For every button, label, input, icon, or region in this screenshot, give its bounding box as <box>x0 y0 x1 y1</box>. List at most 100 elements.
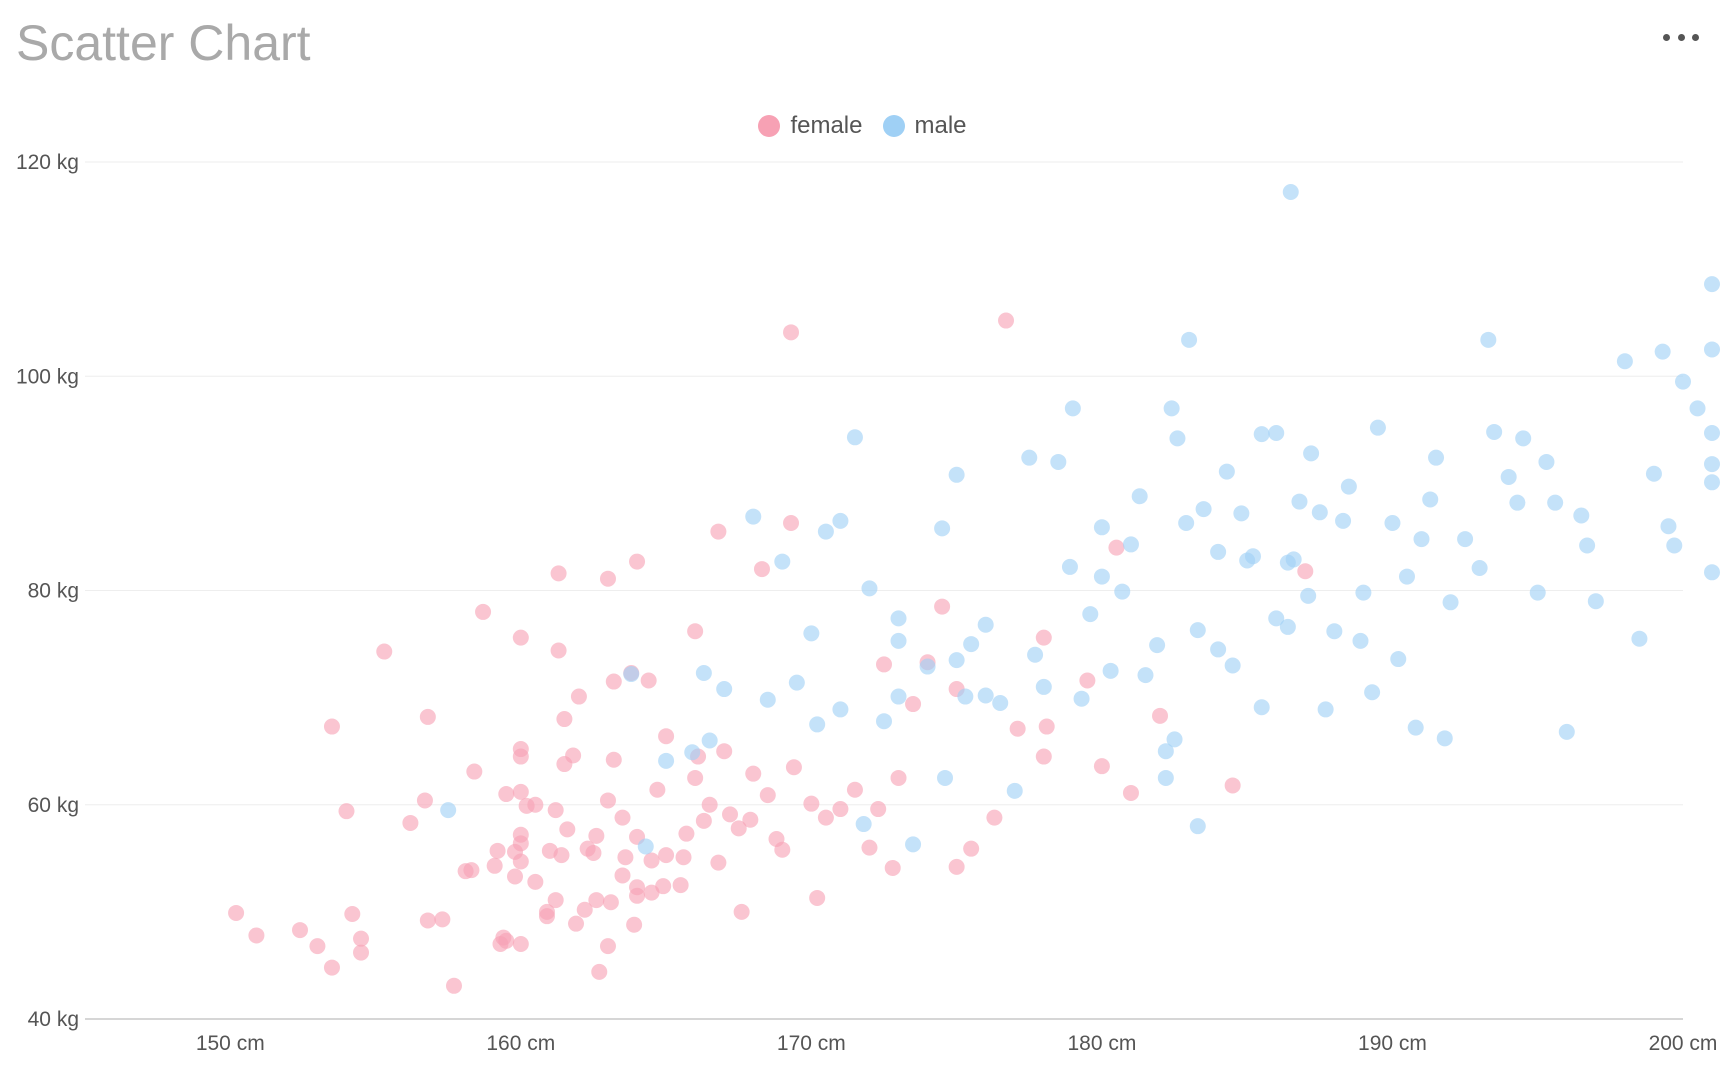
data-point-female[interactable] <box>678 825 695 842</box>
data-point-male[interactable] <box>861 580 878 597</box>
data-point-female[interactable] <box>1093 758 1110 775</box>
data-point-male[interactable] <box>788 674 805 691</box>
data-point-male[interactable] <box>1244 548 1261 565</box>
data-point-male[interactable] <box>1195 501 1212 518</box>
data-point-female[interactable] <box>658 728 675 745</box>
data-point-female[interactable] <box>1122 784 1139 801</box>
data-point-female[interactable] <box>672 877 689 894</box>
data-point-female[interactable] <box>730 820 747 837</box>
data-point-female[interactable] <box>463 862 480 879</box>
data-point-male[interactable] <box>1645 465 1662 482</box>
data-point-male[interactable] <box>1413 531 1430 548</box>
data-point-female[interactable] <box>710 523 727 540</box>
data-point-male[interactable] <box>1529 584 1546 601</box>
data-point-female[interactable] <box>803 795 820 812</box>
data-point-male[interactable] <box>957 688 974 705</box>
data-point-female[interactable] <box>565 747 582 764</box>
data-point-male[interactable] <box>1384 515 1401 532</box>
data-point-male[interactable] <box>1082 606 1099 623</box>
data-point-male[interactable] <box>890 632 907 649</box>
data-point-female[interactable] <box>338 803 355 820</box>
data-point-female[interactable] <box>605 751 622 768</box>
data-point-female[interactable] <box>846 781 863 798</box>
data-point-female[interactable] <box>687 769 704 786</box>
data-point-female[interactable] <box>643 852 660 869</box>
data-point-female[interactable] <box>861 839 878 856</box>
data-point-male[interactable] <box>695 664 712 681</box>
data-point-male[interactable] <box>1027 646 1044 663</box>
data-point-male[interactable] <box>809 716 826 733</box>
data-point-male[interactable] <box>1050 453 1067 470</box>
data-point-female[interactable] <box>466 763 483 780</box>
data-point-male[interactable] <box>803 625 820 642</box>
data-point-female[interactable] <box>1297 563 1314 580</box>
data-point-male[interactable] <box>1407 719 1424 736</box>
data-point-male[interactable] <box>1157 743 1174 760</box>
data-point-female[interactable] <box>512 835 529 852</box>
data-point-female[interactable] <box>512 936 529 953</box>
data-point-male[interactable] <box>1093 568 1110 585</box>
data-point-female[interactable] <box>759 787 776 804</box>
data-point-female[interactable] <box>512 853 529 870</box>
data-point-female[interactable] <box>512 629 529 646</box>
data-point-female[interactable] <box>733 903 750 920</box>
data-point-female[interactable] <box>599 938 616 955</box>
data-point-female[interactable] <box>602 894 619 911</box>
data-point-male[interactable] <box>1114 583 1131 600</box>
data-point-male[interactable] <box>1515 430 1532 447</box>
data-point-female[interactable] <box>512 748 529 765</box>
data-point-male[interactable] <box>1704 474 1720 491</box>
data-point-female[interactable] <box>486 857 503 874</box>
data-point-male[interactable] <box>1704 341 1720 358</box>
data-point-female[interactable] <box>1035 748 1052 765</box>
data-point-female[interactable] <box>640 672 657 689</box>
data-point-male[interactable] <box>1631 630 1648 647</box>
data-point-female[interactable] <box>550 565 567 582</box>
data-point-female[interactable] <box>934 598 951 615</box>
data-point-female[interactable] <box>553 847 570 864</box>
data-point-female[interactable] <box>353 944 370 961</box>
data-point-male[interactable] <box>1093 519 1110 536</box>
data-point-female[interactable] <box>745 765 762 782</box>
data-point-female[interactable] <box>617 849 634 866</box>
data-point-female[interactable] <box>547 892 564 909</box>
data-point-male[interactable] <box>817 523 834 540</box>
data-point-male[interactable] <box>919 658 936 675</box>
data-point-female[interactable] <box>1035 629 1052 646</box>
data-point-female[interactable] <box>570 688 587 705</box>
data-point-male[interactable] <box>846 429 863 446</box>
data-point-female[interactable] <box>809 889 826 906</box>
data-point-female[interactable] <box>550 642 567 659</box>
data-point-female[interactable] <box>507 868 524 885</box>
data-point-male[interactable] <box>1704 456 1720 473</box>
data-point-male[interactable] <box>1166 731 1183 748</box>
data-point-female[interactable] <box>701 796 718 813</box>
data-point-female[interactable] <box>1152 707 1169 724</box>
data-point-male[interactable] <box>1061 558 1078 575</box>
data-point-female[interactable] <box>658 847 675 864</box>
data-point-male[interactable] <box>1218 463 1235 480</box>
data-point-male[interactable] <box>1689 400 1706 417</box>
data-point-female[interactable] <box>753 561 770 578</box>
data-point-female[interactable] <box>649 781 666 798</box>
data-point-male[interactable] <box>905 836 922 853</box>
data-point-male[interactable] <box>1326 623 1343 640</box>
data-point-male[interactable] <box>658 752 675 769</box>
data-point-male[interactable] <box>1282 183 1299 200</box>
data-point-male[interactable] <box>1442 594 1459 611</box>
data-point-male[interactable] <box>890 688 907 705</box>
data-point-male[interactable] <box>1253 699 1270 716</box>
data-point-female[interactable] <box>783 515 800 532</box>
data-point-female[interactable] <box>498 932 515 949</box>
data-point-female[interactable] <box>599 792 616 809</box>
legend-item-male[interactable]: male <box>882 112 967 140</box>
data-point-male[interactable] <box>1303 445 1320 462</box>
data-point-female[interactable] <box>876 656 892 673</box>
data-point-female[interactable] <box>870 801 887 818</box>
data-point-male[interactable] <box>1660 518 1677 535</box>
data-point-female[interactable] <box>292 922 309 939</box>
data-point-female[interactable] <box>614 867 631 884</box>
data-point-female[interactable] <box>1038 718 1055 735</box>
data-point-male[interactable] <box>1149 637 1166 654</box>
data-point-female[interactable] <box>998 312 1015 329</box>
